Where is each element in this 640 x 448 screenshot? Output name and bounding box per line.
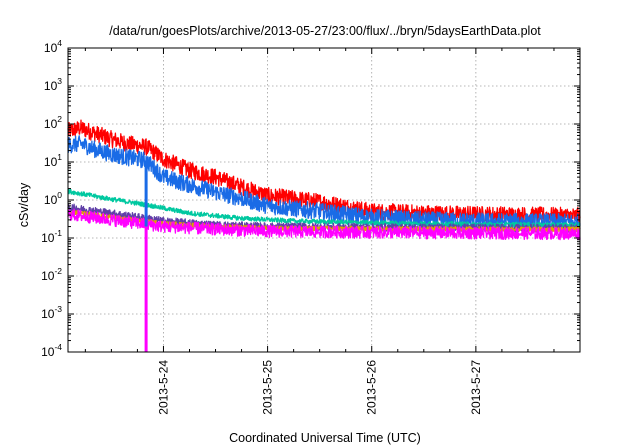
y-axis-label: cSv/day: [17, 182, 31, 227]
plot-area: [67, 119, 581, 352]
x-tick-label: 2013-5-24: [156, 360, 170, 415]
x-axis-tick-labels: 2013-5-24 2013-5-25 2013-5-26 2013-5-27: [156, 360, 482, 415]
axis-ticks: [68, 47, 581, 353]
y-tick-label: 102: [44, 114, 62, 131]
y-tick-label: 103: [44, 76, 62, 93]
y-tick-label: 10-2: [41, 266, 62, 283]
x-tick-label: 2013-5-26: [365, 360, 379, 415]
y-tick-label: 10-4: [41, 342, 62, 359]
x-axis-label: Coordinated Universal Time (UTC): [229, 431, 421, 445]
series-line: [67, 208, 581, 241]
x-tick-label: 2013-5-27: [469, 360, 483, 415]
y-tick-label: 100: [44, 190, 62, 207]
series-line: [67, 188, 581, 228]
series-line: [67, 119, 581, 225]
x-tick-label: 2013-5-25: [261, 360, 275, 415]
y-tick-label: 104: [44, 38, 62, 55]
y-tick-label: 101: [44, 152, 62, 169]
y-axis-tick-labels: 10-4 10-3 10-2 10-1 100 101 102 103 104: [41, 38, 62, 359]
chart-title: /data/run/goesPlots/archive/2013-05-27/2…: [109, 24, 541, 38]
y-tick-label: 10-3: [41, 304, 62, 321]
y-tick-label: 10-1: [41, 228, 62, 245]
